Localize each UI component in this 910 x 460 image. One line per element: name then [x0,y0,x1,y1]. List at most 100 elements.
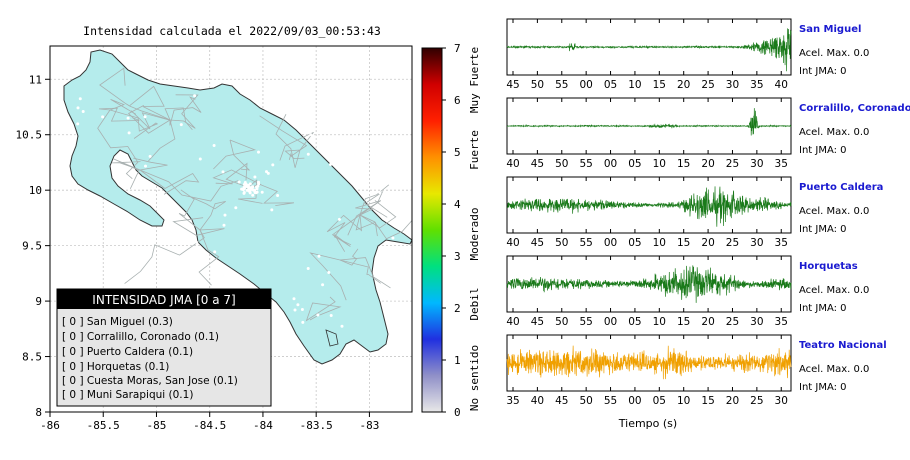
legend-header [57,289,271,309]
trace-x-tick-label: 35 [775,158,788,170]
trace-x-tick-label: 20 [677,79,690,91]
trace-x-tick-label: 25 [726,158,739,170]
trace-x-tick-label: 25 [726,237,739,249]
station-dot [222,223,226,227]
station-dot [223,213,227,217]
station-int: Int JMA: 0 [799,145,847,156]
station-name: Horquetas [799,261,858,272]
station-dot [257,150,260,154]
trace-x-tick-label: 40 [506,158,519,170]
colorbar-label: Muy Fuerte [468,47,481,113]
trace-x-tick-label: 55 [604,395,617,407]
trace-x-tick-label: 35 [506,395,519,407]
x-tick-label: -84 [253,419,273,432]
trace-x-tick-label: 45 [531,158,544,170]
road-line [172,217,225,236]
colorbar-ticks: 7 6 5 4 3 2 1 0 [442,42,461,419]
station-dots [76,94,395,328]
colorbar-label: No sentido [468,345,481,411]
station-dot [276,194,280,197]
x-tick-label: -85.5 [87,419,120,432]
legend-item: [ 0 ] San Miguel (0.3) [62,316,173,328]
road-line [339,257,391,289]
station-dot [256,184,260,188]
station-dot [292,297,296,301]
trace-x-tick-label: 05 [628,237,641,249]
road-line [339,259,381,284]
road-line [198,229,220,286]
y-tick-label: 9.5 [22,240,42,253]
station-int: Int JMA: 0 [799,66,847,77]
station-dot [321,283,325,287]
colorbar-tick-label: 4 [454,198,461,211]
station-dot [179,123,183,127]
waveform-line [506,28,792,72]
station-acel: Acel. Max. 0.0 [799,206,869,217]
station-dot [296,303,300,307]
intensity-legend: INTENSIDAD JMA [0 a 7] [ 0 ] San Miguel … [56,288,272,407]
trace-x-tick-label: 55 [579,237,592,249]
trace-x-tick-label: 05 [604,79,617,91]
station-dot [237,180,241,184]
trace-x-tick-label: 40 [506,316,519,328]
trace-x-tick-label: 50 [579,395,592,407]
station-dot [283,321,287,325]
station-name: San Miguel [799,24,861,35]
road-line [148,119,176,162]
road-line [347,200,382,236]
trace-x-tick-label: 00 [628,395,641,407]
road-line [124,229,205,284]
legend-item: [ 0 ] Muni Sarapiqui (0.1) [62,389,193,401]
station-acel: Acel. Max. 0.0 [799,127,869,138]
station-dot [198,157,202,161]
x-tick-label: -84.5 [193,419,226,432]
station-dot [212,144,216,147]
station-dot [306,152,310,156]
trace-x-tick-label: 20 [701,158,714,170]
x-tick-label: -83.5 [300,419,333,432]
trace-x-tick-label: 45 [531,316,544,328]
trace-x-tick-label: 15 [677,237,690,249]
map-y-axis: 11 10.5 10 9.5 9 8.5 8 [16,73,50,419]
colorbar-label: Moderado [468,208,481,261]
station-dot [241,188,245,192]
road-line [284,149,305,160]
trace-x-tick-label: 05 [653,395,666,407]
road-line [288,149,301,161]
station-dot [244,183,248,186]
legend-item: [ 0 ] Horquetas (0.1) [62,361,169,373]
colorbar-tick-label: 1 [454,354,461,367]
trace-x-tick-label: 45 [506,79,519,91]
station-dot [193,94,197,98]
nicoya-gulf-island [325,329,339,347]
waveform-line [506,265,792,303]
station-dot [329,163,332,166]
trace-x-tick-label: 10 [653,158,666,170]
station-dot [126,116,130,120]
trace-x-tick-label: 55 [579,316,592,328]
trace-x-tick-label: 50 [531,79,544,91]
road-line [213,139,256,170]
station-dot [340,324,344,328]
station-int: Int JMA: 0 [799,382,847,393]
waveform-panels: 45 50 55 00 05 10 15 20 25 30 35 40 San Miguel Acel. … [506,18,910,407]
station-dot [164,233,168,237]
legend-item: [ 0 ] Corralillo, Coronado (0.1) [62,331,219,343]
trace-x-tick-label: 00 [604,237,617,249]
station-dot [246,187,250,191]
station-dot [327,271,331,274]
road-line [309,252,347,301]
trace-x-tick-label: 00 [604,158,617,170]
station-dot [195,240,198,244]
trace-x-tick-label: 30 [750,316,763,328]
trace-panel: 40 45 50 55 00 05 10 15 20 25 30 35 Horquetas Acel. M… [506,255,869,328]
station-int: Int JMA: 0 [799,224,847,235]
waveform-line [506,186,792,227]
station-dot [270,208,274,212]
trace-x-tick-label: 30 [750,158,763,170]
road-line [97,109,139,180]
road-line [113,158,141,189]
trace-x-tick-label: 10 [628,79,641,91]
road-line [359,214,412,240]
x-tick-label: -83 [359,419,379,432]
